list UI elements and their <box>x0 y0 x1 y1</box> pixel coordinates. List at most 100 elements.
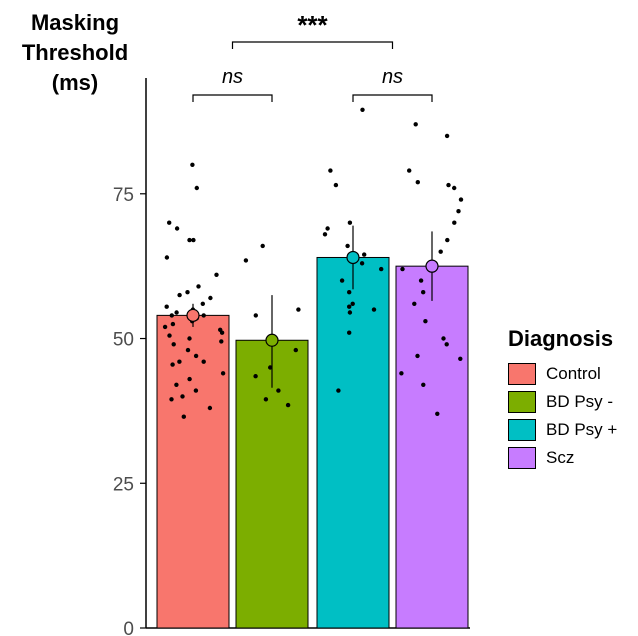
data-point-0-10 <box>177 292 182 298</box>
data-point-1-6 <box>253 374 258 379</box>
data-point-3-8 <box>452 220 457 225</box>
data-point-2-12 <box>350 301 355 306</box>
data-point-3-4 <box>446 182 451 188</box>
data-point-1-0 <box>260 243 265 249</box>
y-axis-label: Masking Threshold (ms) <box>0 8 150 98</box>
legend-item-1: BD Psy - <box>508 388 617 416</box>
data-point-0-37 <box>180 394 185 399</box>
data-point-0-32 <box>170 362 175 367</box>
data-point-3-1 <box>444 133 450 139</box>
data-point-1-4 <box>293 347 298 353</box>
bar-1 <box>235 339 309 629</box>
legend-label-1: BD Psy - <box>546 392 614 411</box>
data-point-3-21 <box>399 371 404 376</box>
data-point-0-30 <box>201 359 206 364</box>
data-point-2-13 <box>347 304 352 309</box>
data-point-0-4 <box>187 237 192 243</box>
comparison-label-1: ns <box>382 66 403 88</box>
data-point-0-21 <box>162 324 168 330</box>
data-point-0-6 <box>164 255 170 260</box>
data-point-0-27 <box>171 342 176 347</box>
data-point-3-13 <box>418 278 424 283</box>
data-point-0-3 <box>174 226 180 231</box>
data-point-3-3 <box>415 180 420 185</box>
mean-marker-0 <box>186 308 200 322</box>
data-point-3-18 <box>444 342 449 347</box>
data-point-1-3 <box>253 313 258 318</box>
legend-swatch-0 <box>508 363 536 385</box>
data-point-2-5 <box>322 232 328 237</box>
data-point-3-17 <box>441 336 446 341</box>
data-point-0-2 <box>167 220 172 225</box>
data-point-0-38 <box>169 397 174 402</box>
data-point-0-40 <box>181 414 186 419</box>
data-point-0-5 <box>191 237 196 243</box>
legend: Diagnosis Control BD Psy - BD Psy + Scz <box>508 326 617 472</box>
data-point-2-11 <box>347 290 352 295</box>
y-tick-label-0: 0 <box>123 619 134 636</box>
data-point-0-28 <box>185 347 191 353</box>
y-tick-label-50: 50 <box>113 330 134 351</box>
data-point-0-25 <box>187 336 192 341</box>
data-point-2-10 <box>339 278 345 283</box>
data-point-2-4 <box>325 226 330 231</box>
data-point-3-19 <box>415 353 420 359</box>
data-point-0-12 <box>200 301 205 306</box>
data-point-0-33 <box>220 371 226 376</box>
data-point-0-9 <box>185 290 190 295</box>
data-point-3-20 <box>458 356 463 361</box>
y-tick-label-75: 75 <box>113 185 134 206</box>
comparison-label-2: *** <box>297 10 328 40</box>
data-point-1-2 <box>296 307 301 312</box>
bar-0 <box>156 314 230 629</box>
data-point-1-5 <box>268 365 273 370</box>
data-point-1-7 <box>276 388 281 393</box>
data-point-3-15 <box>412 301 417 306</box>
bar-2 <box>316 256 390 629</box>
data-point-0-23 <box>219 330 225 335</box>
y-axis-label-line-3: (ms) <box>51 70 99 95</box>
data-point-3-14 <box>421 290 426 295</box>
data-point-0-8 <box>196 284 201 289</box>
legend-swatch-2 <box>508 419 536 441</box>
data-point-0-20 <box>170 321 176 327</box>
legend-item-2: BD Psy + <box>508 416 617 444</box>
data-point-3-0 <box>413 122 418 127</box>
data-point-2-8 <box>359 261 365 266</box>
data-point-0-39 <box>207 405 213 411</box>
data-point-1-9 <box>285 402 291 408</box>
data-point-2-17 <box>336 388 341 393</box>
data-point-2-3 <box>347 220 353 225</box>
data-point-0-31 <box>177 359 182 364</box>
data-point-0-11 <box>208 295 213 301</box>
y-axis-label-line-1: Masking <box>30 10 120 35</box>
comparison-bracket-0 <box>192 94 273 102</box>
mean-marker-3 <box>425 259 439 273</box>
data-point-1-1 <box>243 258 249 263</box>
legend-label-3: Scz <box>546 448 575 467</box>
data-point-3-5 <box>452 185 457 191</box>
data-point-2-7 <box>362 252 367 257</box>
data-point-3-23 <box>435 411 440 416</box>
data-point-2-15 <box>347 310 353 315</box>
data-point-3-16 <box>423 319 428 324</box>
data-point-0-24 <box>167 333 172 338</box>
data-point-2-0 <box>360 107 365 113</box>
mean-marker-1 <box>265 333 279 347</box>
comparison-bracket-1 <box>352 94 433 102</box>
data-point-0-1 <box>194 185 199 191</box>
data-point-0-7 <box>214 272 219 277</box>
data-point-2-16 <box>347 330 352 335</box>
data-point-2-9 <box>379 266 384 272</box>
data-point-1-8 <box>263 397 269 402</box>
legend-label-0: Control <box>546 364 601 383</box>
data-point-0-15 <box>174 310 179 315</box>
legend-title: Diagnosis <box>508 326 614 351</box>
data-point-3-12 <box>400 266 405 272</box>
data-point-0-26 <box>219 339 224 344</box>
data-point-3-9 <box>445 237 450 243</box>
data-point-2-6 <box>345 243 350 249</box>
data-point-0-13 <box>164 304 169 309</box>
comparison-label-0: ns <box>222 66 243 88</box>
